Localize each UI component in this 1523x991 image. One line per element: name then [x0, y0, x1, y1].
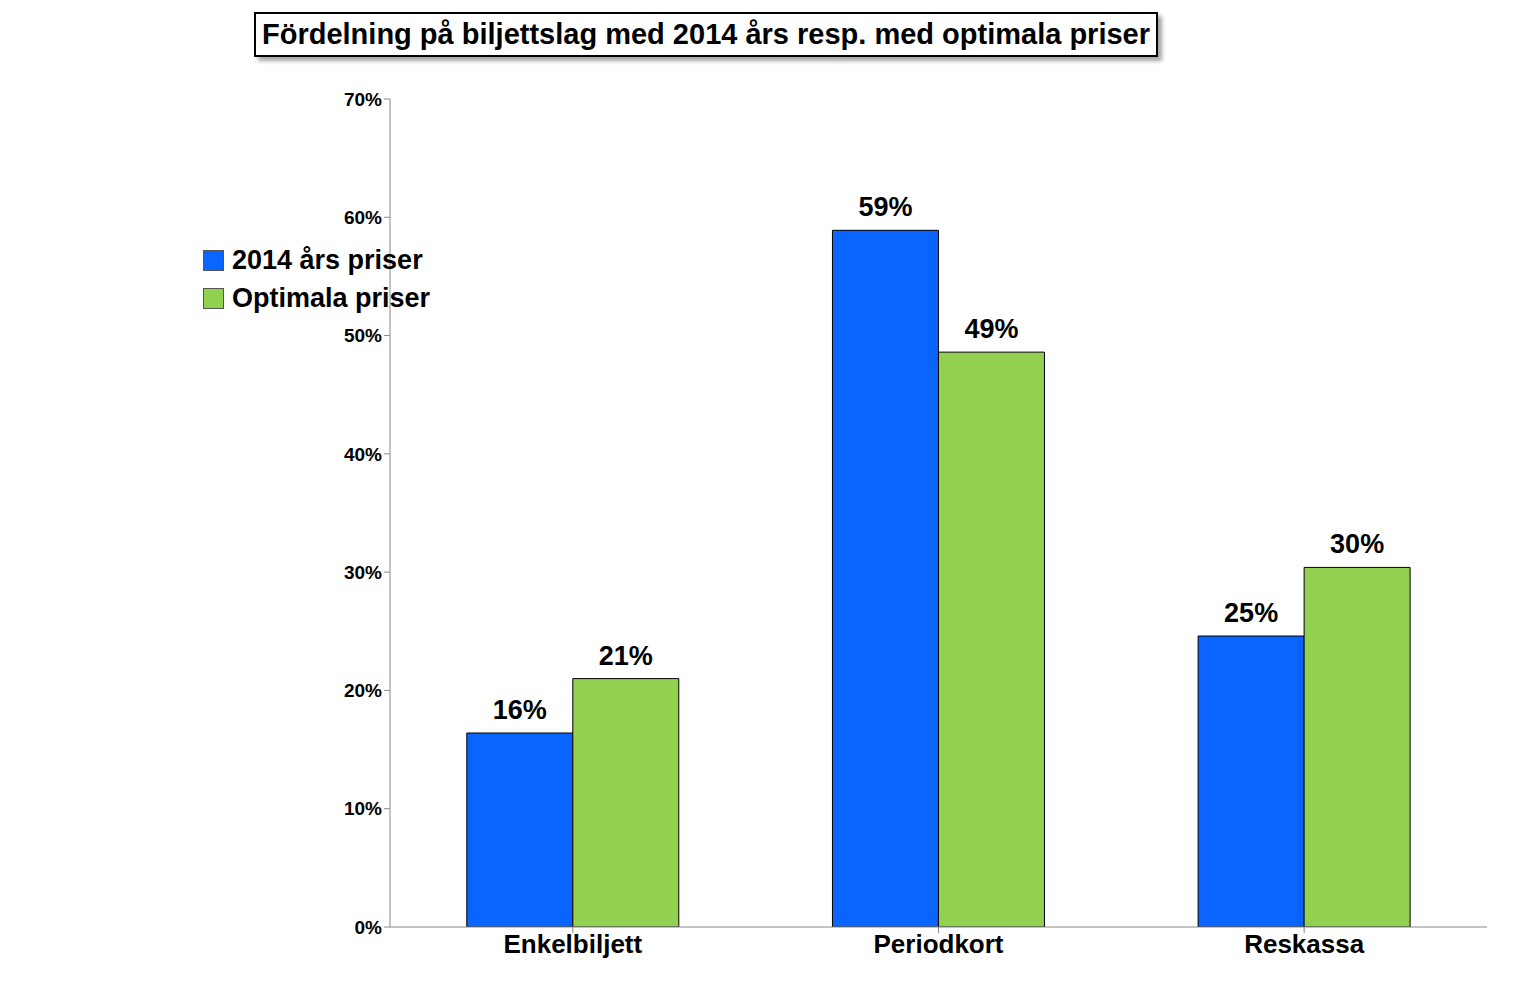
html-text:2014 års priser: 2014 års priser	[232, 244, 423, 275]
svg-text:49%: 49%	[964, 314, 1018, 344]
svg-text:30%: 30%	[1330, 529, 1384, 559]
html-text:Optimala priser: Optimala priser	[232, 282, 431, 313]
svg-text:70%: 70%	[344, 89, 382, 110]
html-text:Fördelning på biljettslag med: Fördelning på biljettslag med 2014 års r…	[262, 18, 1150, 50]
svg-text:Enkelbiljett: Enkelbiljett	[503, 929, 642, 959]
svg-text:16%: 16%	[493, 695, 547, 725]
svg-text:Reskassa: Reskassa	[1244, 929, 1365, 959]
svg-text:0%: 0%	[355, 917, 383, 938]
svg-text:30%: 30%	[344, 562, 382, 583]
svg-text:25%: 25%	[1224, 598, 1278, 628]
svg-text:50%: 50%	[344, 325, 382, 346]
svg-text:21%: 21%	[599, 641, 653, 671]
svg-text:40%: 40%	[344, 444, 382, 465]
svg-text:60%: 60%	[344, 207, 382, 228]
svg-text:10%: 10%	[344, 798, 382, 819]
svg-text:20%: 20%	[344, 680, 382, 701]
svg-text:59%: 59%	[858, 192, 912, 222]
svg-text:Periodkort: Periodkort	[873, 929, 1003, 959]
